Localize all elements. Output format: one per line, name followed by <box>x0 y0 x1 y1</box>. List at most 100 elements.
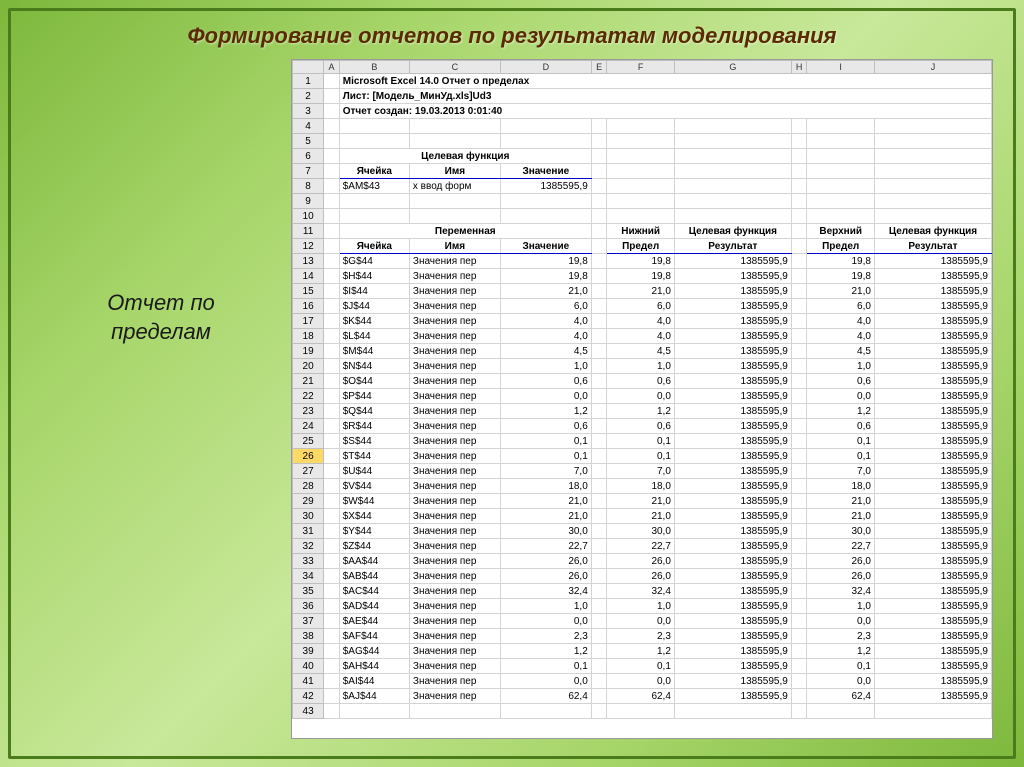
upper-limit[interactable]: 7,0 <box>807 464 875 479</box>
row-header[interactable]: 20 <box>293 359 324 374</box>
row-header[interactable]: 23 <box>293 404 324 419</box>
upper-result[interactable]: 1385595,9 <box>874 449 991 464</box>
var-value[interactable]: 19,8 <box>500 254 591 269</box>
var-cell[interactable]: $AG$44 <box>339 644 409 659</box>
lower-limit[interactable]: 7,0 <box>607 464 675 479</box>
var-h-cell[interactable]: Ячейка <box>339 239 409 254</box>
row-header[interactable]: 8 <box>293 179 324 194</box>
var-value[interactable]: 4,0 <box>500 314 591 329</box>
lower-limit[interactable]: 1,0 <box>607 599 675 614</box>
var-name[interactable]: Значения пер <box>409 599 500 614</box>
row-header[interactable]: 3 <box>293 104 324 119</box>
upper-result[interactable]: 1385595,9 <box>874 584 991 599</box>
upper-limit[interactable]: 32,4 <box>807 584 875 599</box>
lower-result[interactable]: 1385595,9 <box>674 659 791 674</box>
var-name[interactable]: Значения пер <box>409 689 500 704</box>
row-header[interactable]: 29 <box>293 494 324 509</box>
lower-result[interactable]: 1385595,9 <box>674 524 791 539</box>
var-value[interactable]: 18,0 <box>500 479 591 494</box>
lower-result[interactable]: 1385595,9 <box>674 314 791 329</box>
upobj-group[interactable]: Целевая функция <box>874 224 991 239</box>
var-cell[interactable]: $AI$44 <box>339 674 409 689</box>
lower-limit[interactable]: 26,0 <box>607 569 675 584</box>
upper-limit[interactable]: 19,8 <box>807 269 875 284</box>
upper-result[interactable]: 1385595,9 <box>874 254 991 269</box>
var-cell[interactable]: $P$44 <box>339 389 409 404</box>
var-name[interactable]: Значения пер <box>409 359 500 374</box>
upper-limit[interactable]: 21,0 <box>807 494 875 509</box>
row-header[interactable]: 18 <box>293 329 324 344</box>
lower-limit[interactable]: 4,5 <box>607 344 675 359</box>
var-value[interactable]: 26,0 <box>500 554 591 569</box>
objective-name[interactable]: х ввод форм <box>409 179 500 194</box>
upper-result[interactable]: 1385595,9 <box>874 524 991 539</box>
row-header[interactable]: 43 <box>293 704 324 719</box>
row-header[interactable]: 1 <box>293 74 324 89</box>
lower-result[interactable]: 1385595,9 <box>674 404 791 419</box>
lower-limit[interactable]: 1,2 <box>607 404 675 419</box>
upper-limit[interactable]: 26,0 <box>807 554 875 569</box>
upper-limit[interactable]: 4,5 <box>807 344 875 359</box>
lower-result[interactable]: 1385595,9 <box>674 599 791 614</box>
column-header[interactable]: E <box>591 61 607 74</box>
var-name[interactable]: Значения пер <box>409 404 500 419</box>
var-value[interactable]: 21,0 <box>500 509 591 524</box>
lower-result[interactable]: 1385595,9 <box>674 674 791 689</box>
report-date[interactable]: Отчет создан: 19.03.2013 0:01:40 <box>339 104 991 119</box>
lower-result[interactable]: 1385595,9 <box>674 299 791 314</box>
row-header[interactable]: 36 <box>293 599 324 614</box>
upper-result[interactable]: 1385595,9 <box>874 434 991 449</box>
upper-result[interactable]: 1385595,9 <box>874 674 991 689</box>
var-cell[interactable]: $T$44 <box>339 449 409 464</box>
var-name[interactable]: Значения пер <box>409 254 500 269</box>
row-header[interactable]: 11 <box>293 224 324 239</box>
row-header[interactable]: 24 <box>293 419 324 434</box>
var-value[interactable]: 0,6 <box>500 419 591 434</box>
upper-limit[interactable]: 1,2 <box>807 644 875 659</box>
var-group[interactable]: Переменная <box>339 224 591 239</box>
lower-result[interactable]: 1385595,9 <box>674 464 791 479</box>
var-value[interactable]: 0,1 <box>500 449 591 464</box>
upper-result[interactable]: 1385595,9 <box>874 629 991 644</box>
var-value[interactable]: 30,0 <box>500 524 591 539</box>
upper-limit[interactable]: 6,0 <box>807 299 875 314</box>
var-name[interactable]: Значения пер <box>409 419 500 434</box>
lower-limit[interactable]: 0,0 <box>607 614 675 629</box>
var-value[interactable]: 32,4 <box>500 584 591 599</box>
var-name[interactable]: Значения пер <box>409 449 500 464</box>
var-name[interactable]: Значения пер <box>409 269 500 284</box>
lower-result[interactable]: 1385595,9 <box>674 494 791 509</box>
row-header[interactable]: 39 <box>293 644 324 659</box>
row-header[interactable]: 41 <box>293 674 324 689</box>
upper-limit[interactable]: 0,0 <box>807 614 875 629</box>
upper-limit[interactable]: 62,4 <box>807 689 875 704</box>
var-name[interactable]: Значения пер <box>409 644 500 659</box>
lower-result[interactable]: 1385595,9 <box>674 644 791 659</box>
column-header[interactable]: H <box>791 61 807 74</box>
row-header[interactable]: 15 <box>293 284 324 299</box>
up-group[interactable]: Верхний <box>807 224 875 239</box>
lower-limit[interactable]: 0,1 <box>607 434 675 449</box>
upper-limit[interactable]: 21,0 <box>807 284 875 299</box>
var-value[interactable]: 0,0 <box>500 614 591 629</box>
lower-result[interactable]: 1385595,9 <box>674 509 791 524</box>
var-name[interactable]: Значения пер <box>409 584 500 599</box>
upper-result[interactable]: 1385595,9 <box>874 479 991 494</box>
report-sheet[interactable]: Лист: [Модель_МинУд.xls]Ud3 <box>339 89 991 104</box>
lower-result[interactable]: 1385595,9 <box>674 389 791 404</box>
var-cell[interactable]: $X$44 <box>339 509 409 524</box>
upper-result[interactable]: 1385595,9 <box>874 419 991 434</box>
lower-limit[interactable]: 1,2 <box>607 644 675 659</box>
lower-limit[interactable]: 26,0 <box>607 554 675 569</box>
var-cell[interactable]: $W$44 <box>339 494 409 509</box>
var-h-val[interactable]: Значение <box>500 239 591 254</box>
var-value[interactable]: 6,0 <box>500 299 591 314</box>
var-name[interactable]: Значения пер <box>409 614 500 629</box>
objective-h-val[interactable]: Значение <box>500 164 591 179</box>
upper-limit[interactable]: 0,0 <box>807 674 875 689</box>
lower-limit[interactable]: 0,6 <box>607 419 675 434</box>
var-name[interactable]: Значения пер <box>409 329 500 344</box>
var-h-name[interactable]: Имя <box>409 239 500 254</box>
upper-result[interactable]: 1385595,9 <box>874 284 991 299</box>
row-header[interactable]: 42 <box>293 689 324 704</box>
